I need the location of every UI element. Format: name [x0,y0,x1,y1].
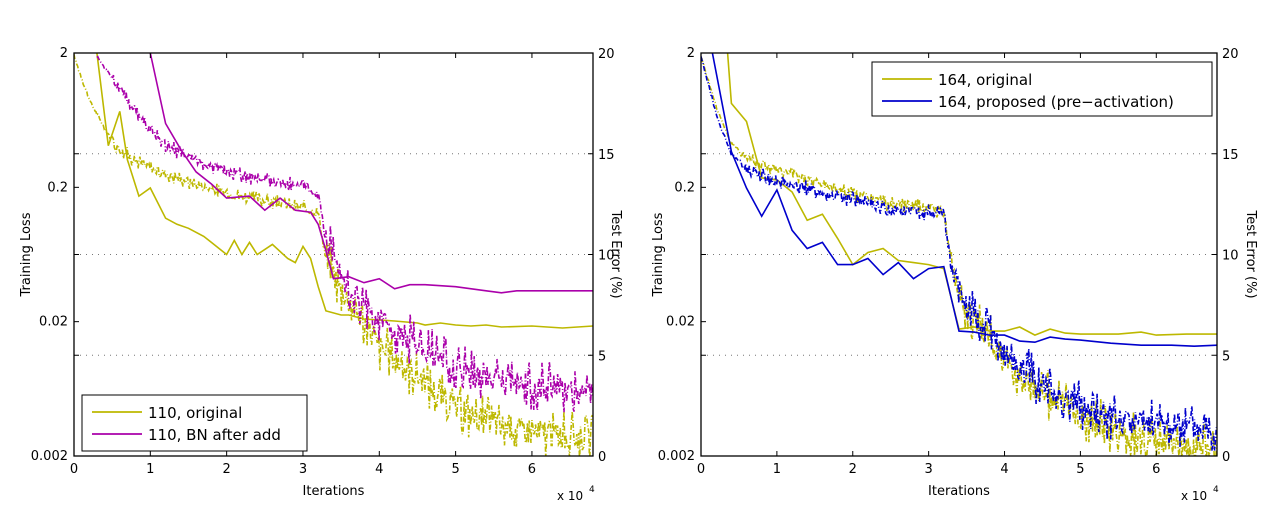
y-left-tick-label: 0.02 [666,315,695,330]
x-tick-label: 6 [528,462,536,477]
x-tick-label: 3 [925,462,933,477]
x-axis-label: Iterations [303,484,365,499]
training-loss-line-2 [701,56,1217,451]
y-right-tick-label: 15 [1222,148,1239,163]
x-tick-label: 0 [70,462,78,477]
legend-label: 110, BN after add [148,426,281,444]
y-left-axis-label: Training Loss [651,212,666,297]
x-tick-label: 2 [849,462,857,477]
y-right-tick-label: 5 [1222,349,1230,364]
legend-box [871,61,1213,117]
y-left-tick-label: 0.2 [47,180,68,195]
chart-left: 0 1 2 3 4 5 6 2 0.2 0.02 0.002 20 15 10 5 0 Iterations x … [19,46,623,503]
test-error-line-1 [726,53,1217,336]
x-tick-label: 6 [1152,462,1160,477]
test-error-line-2 [711,53,1217,348]
x-multiplier-exponent: 4 [589,485,595,495]
y-right-tick-label: 15 [598,148,615,163]
y-right-tick-label: 20 [1222,47,1239,62]
training-loss-line-1 [74,54,593,456]
y-left-tick-label: 2 [687,46,695,61]
y-right-tick-label: 0 [598,450,606,465]
x-tick-label: 5 [451,462,459,477]
x-tick-label: 2 [223,462,231,477]
training-loss-line-1 [701,57,1217,456]
y-left-tick-label: 2 [60,46,68,61]
legend: 164, original 164, proposed (pre−activati… [871,61,1213,117]
x-tick-label: 1 [146,462,154,477]
legend: 110, original 110, BN after add [81,394,308,452]
training-loss-line-2 [96,55,593,413]
x-axis-label: Iterations [928,484,990,499]
x-tick-label: 0 [697,462,705,477]
legend-box [81,394,308,452]
plot-area [701,53,1217,456]
plot-area [74,53,593,456]
y-left-tick-label: 0.002 [658,449,695,464]
y-right-tick-label: 10 [1222,249,1239,264]
y-left-tick-label: 0.02 [39,315,68,330]
test-error-line-1 [96,53,593,329]
y-left-axis-label: Training Loss [19,212,34,297]
y-left-tick-label: 0.002 [31,449,68,464]
test-error-line-2 [149,53,593,294]
y-right-tick-label: 5 [598,349,606,364]
y-left-tick-label: 0.2 [674,180,695,195]
x-multiplier-label: x 10 [1181,489,1207,503]
y-right-tick-label: 20 [598,47,615,62]
x-tick-label: 4 [1000,462,1008,477]
legend-label: 164, proposed (pre−activation) [938,93,1174,111]
x-multiplier-exponent: 4 [1213,485,1219,495]
x-tick-label: 4 [375,462,383,477]
y-right-tick-label: 10 [598,249,615,264]
chart-right: 0 1 2 3 4 5 6 2 0.2 0.02 0.002 20 15 10 5 0 Iterations x … [651,46,1258,503]
legend-label: 164, original [938,71,1032,89]
y-right-tick-label: 0 [1222,450,1230,465]
y-right-axis-label: Test Error (%) [608,209,623,298]
y-right-axis-label: Test Error (%) [1243,209,1258,298]
legend-label: 110, original [148,404,242,422]
x-tick-label: 3 [299,462,307,477]
x-tick-label: 5 [1076,462,1084,477]
x-tick-label: 1 [773,462,781,477]
x-multiplier-label: x 10 [557,489,583,503]
